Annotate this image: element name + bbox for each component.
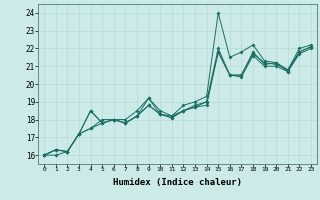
X-axis label: Humidex (Indice chaleur): Humidex (Indice chaleur) [113,178,242,187]
